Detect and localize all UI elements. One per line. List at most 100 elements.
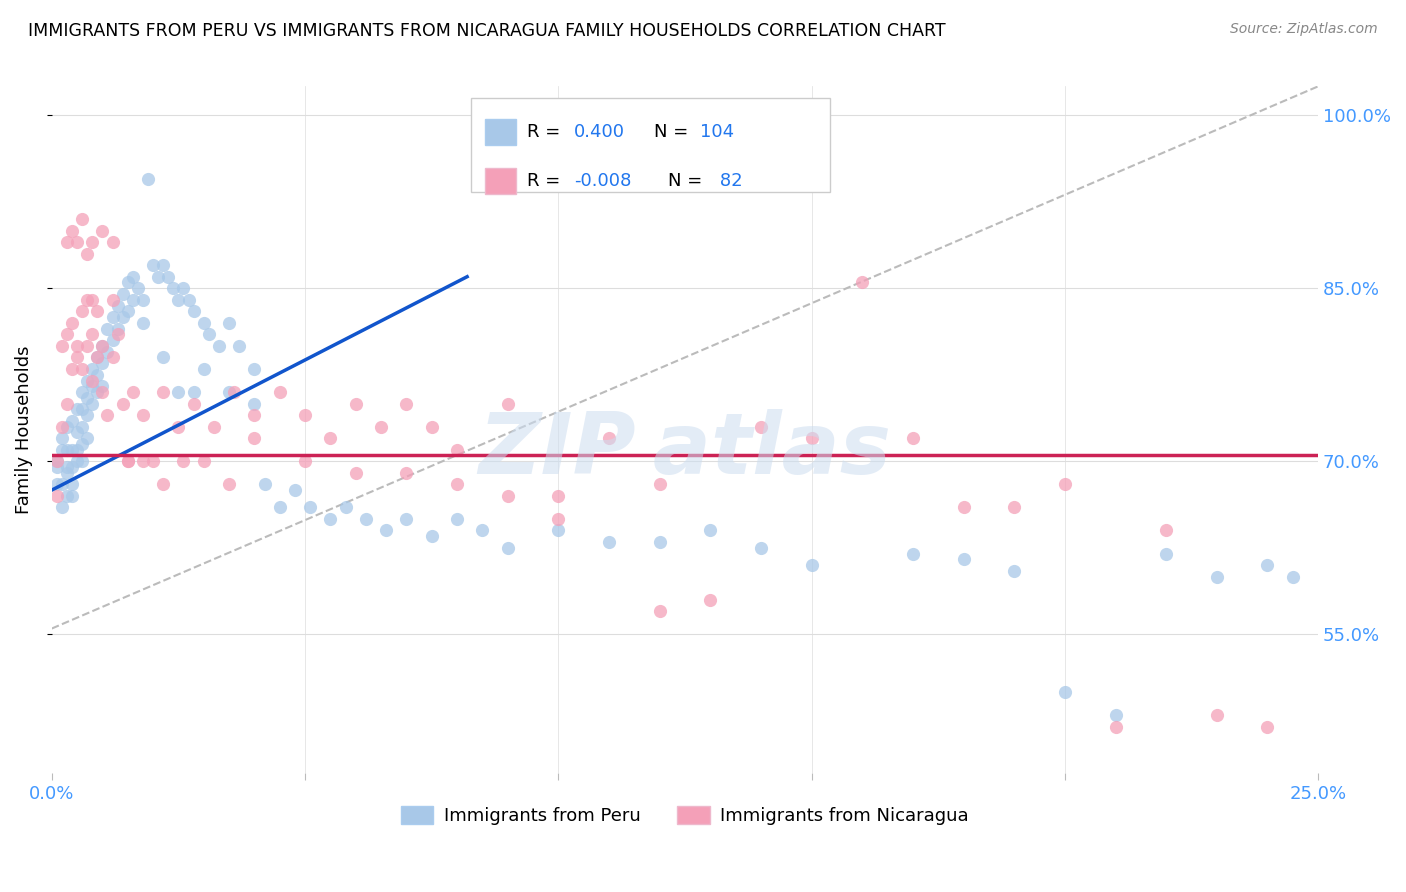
Point bbox=[101, 351, 124, 365]
Point bbox=[45, 460, 67, 475]
Point bbox=[183, 304, 205, 318]
Point bbox=[167, 385, 190, 400]
Point bbox=[56, 235, 79, 249]
Point bbox=[76, 374, 98, 388]
Point bbox=[1154, 524, 1177, 538]
Point bbox=[1002, 564, 1025, 578]
Point bbox=[496, 396, 519, 410]
Point bbox=[446, 512, 468, 526]
Point bbox=[82, 327, 104, 342]
Point bbox=[648, 477, 671, 491]
Point bbox=[70, 212, 93, 227]
Text: IMMIGRANTS FROM PERU VS IMMIGRANTS FROM NICARAGUA FAMILY HOUSEHOLDS CORRELATION : IMMIGRANTS FROM PERU VS IMMIGRANTS FROM … bbox=[28, 22, 946, 40]
Point bbox=[66, 339, 89, 353]
Point bbox=[76, 293, 98, 307]
Point bbox=[132, 293, 155, 307]
Point bbox=[70, 385, 93, 400]
Point bbox=[598, 535, 620, 549]
Point bbox=[86, 351, 108, 365]
Text: N =: N = bbox=[654, 123, 688, 141]
Point bbox=[152, 258, 174, 272]
Text: 0.400: 0.400 bbox=[574, 123, 624, 141]
Point bbox=[699, 592, 721, 607]
Point bbox=[547, 524, 569, 538]
Text: ZIP atlas: ZIP atlas bbox=[478, 409, 891, 491]
Point bbox=[354, 512, 377, 526]
Point bbox=[82, 374, 104, 388]
Point bbox=[60, 442, 83, 457]
Point bbox=[243, 431, 266, 445]
Point bbox=[395, 396, 418, 410]
Point bbox=[319, 512, 342, 526]
Point bbox=[82, 379, 104, 393]
Point bbox=[142, 454, 165, 468]
Point bbox=[901, 547, 924, 561]
Point bbox=[496, 489, 519, 503]
Point bbox=[91, 339, 114, 353]
Point bbox=[132, 316, 155, 330]
Point bbox=[162, 281, 184, 295]
Point bbox=[218, 385, 240, 400]
Text: 104: 104 bbox=[700, 123, 734, 141]
Point bbox=[901, 431, 924, 445]
Point bbox=[228, 339, 250, 353]
Point bbox=[218, 316, 240, 330]
Point bbox=[648, 535, 671, 549]
Y-axis label: Family Households: Family Households bbox=[15, 345, 32, 514]
Point bbox=[136, 171, 159, 186]
Point bbox=[60, 460, 83, 475]
Point bbox=[56, 327, 79, 342]
Point bbox=[496, 541, 519, 555]
Point bbox=[851, 276, 873, 290]
Point bbox=[132, 408, 155, 422]
Point bbox=[121, 293, 143, 307]
Point bbox=[197, 327, 219, 342]
Point bbox=[66, 351, 89, 365]
Point bbox=[56, 466, 79, 480]
Point bbox=[284, 483, 307, 497]
Point bbox=[51, 431, 73, 445]
Point bbox=[152, 351, 174, 365]
Point bbox=[51, 500, 73, 515]
Point bbox=[70, 362, 93, 376]
Point bbox=[82, 396, 104, 410]
Point bbox=[70, 454, 93, 468]
Point bbox=[51, 477, 73, 491]
Point bbox=[91, 356, 114, 370]
Point bbox=[117, 454, 139, 468]
Point bbox=[193, 362, 215, 376]
Point bbox=[107, 321, 129, 335]
Point bbox=[547, 512, 569, 526]
Point bbox=[375, 524, 398, 538]
Point bbox=[60, 362, 83, 376]
Text: 82: 82 bbox=[714, 172, 742, 190]
Point bbox=[82, 235, 104, 249]
Point bbox=[253, 477, 276, 491]
Point bbox=[952, 500, 974, 515]
Point bbox=[648, 604, 671, 618]
Point bbox=[56, 442, 79, 457]
Point bbox=[344, 396, 367, 410]
Point bbox=[243, 408, 266, 422]
Point bbox=[142, 258, 165, 272]
Point bbox=[183, 385, 205, 400]
Point bbox=[335, 500, 357, 515]
Point bbox=[224, 385, 246, 400]
Point bbox=[107, 299, 129, 313]
Point bbox=[117, 454, 139, 468]
Point bbox=[243, 396, 266, 410]
Point bbox=[800, 558, 823, 573]
Point bbox=[60, 414, 83, 428]
Point bbox=[66, 235, 89, 249]
Point bbox=[111, 396, 134, 410]
Point bbox=[51, 419, 73, 434]
Point bbox=[699, 524, 721, 538]
Point bbox=[269, 500, 291, 515]
Point bbox=[1256, 720, 1278, 734]
Point bbox=[1104, 720, 1126, 734]
Point bbox=[172, 281, 194, 295]
Point bbox=[86, 351, 108, 365]
Point bbox=[202, 419, 225, 434]
Point bbox=[60, 316, 83, 330]
Point bbox=[177, 293, 200, 307]
